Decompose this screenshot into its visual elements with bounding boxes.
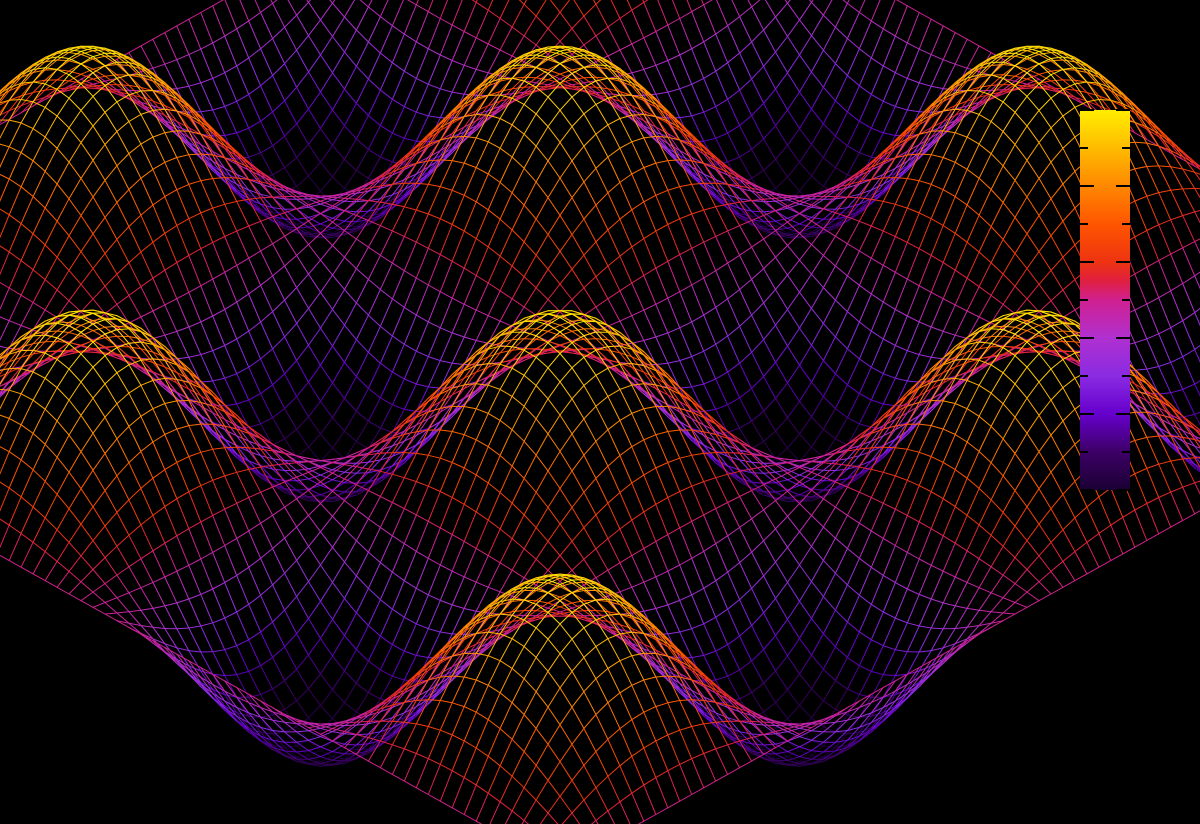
surface-wireframe-plot [0,0,1200,824]
wireframe-mesh [0,0,1200,824]
surface-plot-container [0,0,1200,824]
colorbar [1080,110,1130,490]
